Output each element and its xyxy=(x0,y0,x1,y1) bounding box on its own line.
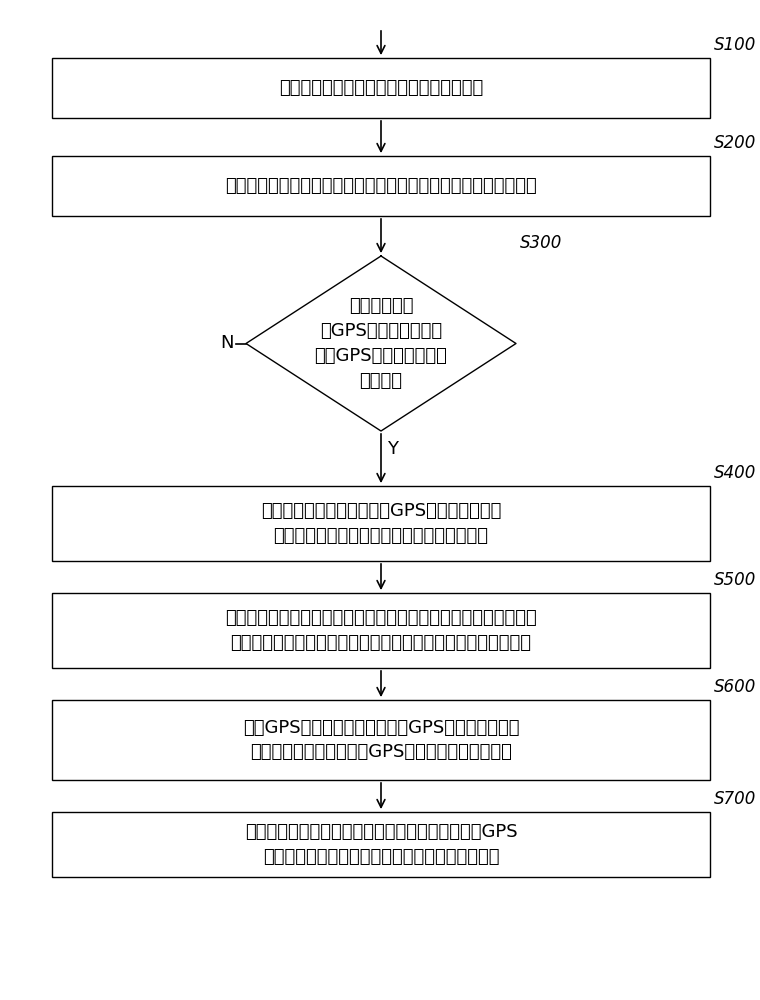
Text: 判断是否已开
启GPS定位功能并通过
所述GPS完成用户当前位
置的定位: 判断是否已开 启GPS定位功能并通过 所述GPS完成用户当前位 置的定位 xyxy=(315,297,448,390)
Text: 通过运动传感器，采集用户的运动传感数据: 通过运动传感器，采集用户的运动传感数据 xyxy=(279,79,483,97)
Bar xyxy=(52,593,710,668)
Bar xyxy=(52,486,710,561)
Text: 所述GPS定位完成后，通过所述GPS获取用户的运动
坐标位置数据，形成所述GPS定位的用户的运动轨迹: 所述GPS定位完成后，通过所述GPS获取用户的运动 坐标位置数据，形成所述GPS… xyxy=(242,718,519,762)
Text: S700: S700 xyxy=(714,790,756,808)
Bar xyxy=(52,812,710,877)
Text: S100: S100 xyxy=(714,36,756,54)
Text: S600: S600 xyxy=(714,678,756,696)
Text: 根据所述坐标修正数据，修正根据所述运动传感数据获取的所述用
户的运动坐标位置数据，生成运动传感器定位的用户的运动轨迹: 根据所述坐标修正数据，修正根据所述运动传感数据获取的所述用 户的运动坐标位置数据… xyxy=(225,609,537,652)
Text: S500: S500 xyxy=(714,571,756,589)
Text: 根据通过所述运动传感器、GPS定位分别获取的
用户的当前坐标位置数据，获取坐标修正数据: 根据通过所述运动传感器、GPS定位分别获取的 用户的当前坐标位置数据，获取坐标修… xyxy=(261,502,501,545)
Bar xyxy=(52,156,710,216)
Bar xyxy=(52,700,710,780)
Polygon shape xyxy=(246,256,516,431)
Text: 对接所述运动传感器定位的用户的运动轨迹与所述GPS
定位的用户的运动轨迹，完成用户的运动轨迹记录: 对接所述运动传感器定位的用户的运动轨迹与所述GPS 定位的用户的运动轨迹，完成用… xyxy=(245,823,518,866)
Bar xyxy=(52,58,710,118)
Text: S400: S400 xyxy=(714,464,756,482)
Text: S200: S200 xyxy=(714,134,756,152)
Text: S300: S300 xyxy=(520,234,562,252)
Text: N: N xyxy=(220,334,234,353)
Text: Y: Y xyxy=(387,440,398,458)
Text: 根据采集的所述运动传感数据，获取所述用户的运动坐标位置数据: 根据采集的所述运动传感数据，获取所述用户的运动坐标位置数据 xyxy=(225,177,537,195)
